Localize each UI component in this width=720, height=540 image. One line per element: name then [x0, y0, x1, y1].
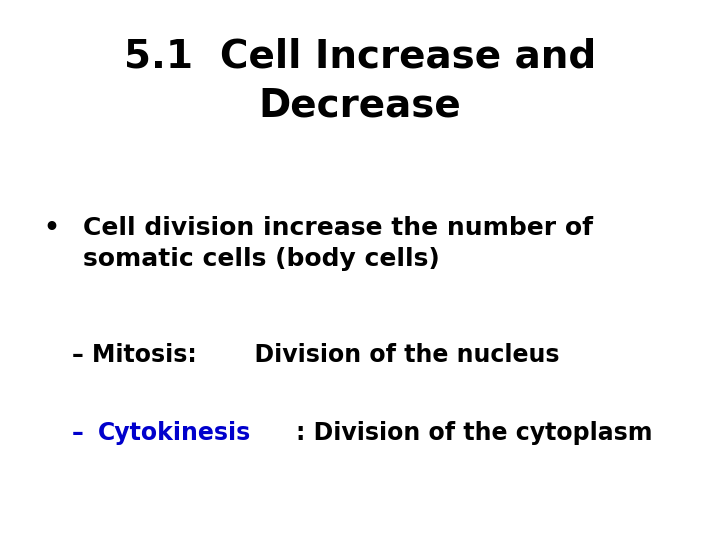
Text: –: –: [72, 421, 92, 445]
Text: Cell division increase the number of
somatic cells (body cells): Cell division increase the number of som…: [83, 216, 593, 271]
Text: 5.1  Cell Increase and
Decrease: 5.1 Cell Increase and Decrease: [124, 38, 596, 124]
Text: – Mitosis:       Division of the nucleus: – Mitosis: Division of the nucleus: [72, 343, 559, 367]
Text: •: •: [43, 216, 59, 240]
Text: Cytokinesis: Cytokinesis: [98, 421, 251, 445]
Text: : Division of the cytoplasm: : Division of the cytoplasm: [295, 421, 652, 445]
